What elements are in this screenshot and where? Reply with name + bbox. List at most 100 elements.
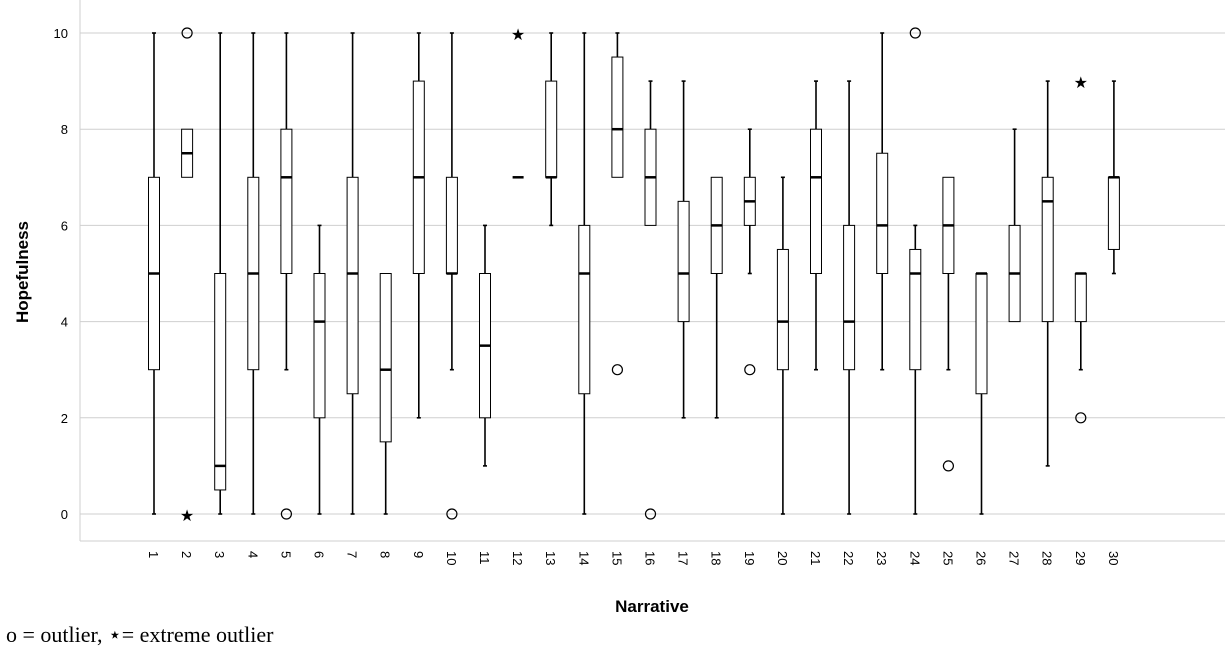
iqr-box xyxy=(545,80,558,178)
x-tick-label-6: 6 xyxy=(312,551,327,558)
outlier-point xyxy=(280,508,292,520)
box-narrative-13 xyxy=(545,32,558,227)
x-tick-label-8: 8 xyxy=(378,551,393,558)
x-tick-label-1: 1 xyxy=(146,551,161,558)
outlier-point xyxy=(942,460,955,472)
iqr-box xyxy=(909,248,922,371)
legend-caption: o = outlier, ⋆= extreme outlier xyxy=(6,622,274,647)
iqr-box xyxy=(611,56,624,178)
box-narrative-5 xyxy=(280,32,293,520)
box-narrative-28 xyxy=(1041,80,1054,467)
box-narrative-11 xyxy=(479,224,491,467)
box-narrative-9 xyxy=(412,32,425,419)
outlier-point xyxy=(744,364,756,376)
iqr-box xyxy=(975,273,988,395)
extreme-outlier-point: ★ xyxy=(511,25,525,44)
y-tick-label-10: 10 xyxy=(54,26,68,41)
box-narrative-15 xyxy=(611,32,624,376)
x-tick-label-28: 28 xyxy=(1040,551,1055,565)
y-tick-label-8: 8 xyxy=(61,122,68,137)
x-tick-label-30: 30 xyxy=(1106,551,1121,565)
iqr-box xyxy=(379,273,392,443)
box-narrative-25 xyxy=(942,176,955,472)
iqr-box xyxy=(346,176,359,395)
y-tick-labels: 0 2 4 6 8 10 xyxy=(54,26,68,522)
x-tick-label-27: 27 xyxy=(1007,551,1022,565)
iqr-box xyxy=(677,200,690,323)
box-narrative-27 xyxy=(1008,128,1021,323)
x-tick-label-13: 13 xyxy=(543,551,558,565)
box-narrative-21 xyxy=(810,80,822,371)
box-narrative-29: ★ xyxy=(1074,73,1088,424)
x-tick-label-21: 21 xyxy=(808,551,823,565)
box-narrative-23 xyxy=(876,32,889,371)
box-narrative-10 xyxy=(445,32,458,520)
x-tick-label-26: 26 xyxy=(974,551,989,565)
box-narrative-17 xyxy=(677,80,690,419)
y-tick-label-6: 6 xyxy=(61,218,68,233)
box-narrative-16 xyxy=(644,80,657,520)
x-tick-label-23: 23 xyxy=(874,551,889,565)
x-tick-label-5: 5 xyxy=(278,551,293,558)
x-tick-label-20: 20 xyxy=(775,551,790,565)
iqr-box xyxy=(445,176,458,274)
box-narrative-1 xyxy=(148,32,160,515)
x-tick-label-17: 17 xyxy=(676,551,691,565)
x-tick-label-19: 19 xyxy=(742,551,757,565)
boxes-layer: ★ ★ ★ xyxy=(148,25,1120,525)
x-tick-label-24: 24 xyxy=(907,551,922,565)
box-narrative-22 xyxy=(843,80,856,515)
iqr-box xyxy=(1041,176,1054,323)
iqr-box xyxy=(810,128,822,274)
y-axis-title: Hopefulness xyxy=(13,221,32,323)
box-narrative-18 xyxy=(710,176,723,419)
box-narrative-4 xyxy=(247,32,260,515)
iqr-box xyxy=(214,273,227,491)
x-tick-label-4: 4 xyxy=(245,551,260,558)
outlier-point xyxy=(446,508,458,520)
outlier-point xyxy=(909,27,921,39)
x-tick-label-15: 15 xyxy=(609,551,624,565)
y-tick-label-0: 0 xyxy=(61,507,68,522)
box-narrative-12: ★ xyxy=(511,25,525,179)
box-narrative-14 xyxy=(578,32,591,515)
box-narrative-7 xyxy=(346,32,359,515)
iqr-box xyxy=(578,224,591,395)
box-narrative-6 xyxy=(313,224,326,515)
y-tick-label-4: 4 xyxy=(61,315,68,330)
outlier-point xyxy=(1075,412,1087,424)
box-narrative-3 xyxy=(214,32,227,515)
iqr-box xyxy=(1074,273,1087,323)
iqr-box xyxy=(843,224,856,371)
outlier-point xyxy=(181,27,193,39)
x-tick-label-2: 2 xyxy=(179,551,194,558)
iqr-box xyxy=(280,128,293,274)
x-tick-label-22: 22 xyxy=(841,551,856,565)
box-narrative-30 xyxy=(1107,80,1120,275)
box-narrative-19 xyxy=(743,128,756,376)
outlier-point xyxy=(611,364,624,376)
outlier-point xyxy=(644,508,657,520)
x-tick-label-10: 10 xyxy=(444,551,459,565)
iqr-box xyxy=(876,152,889,274)
x-tick-label-29: 29 xyxy=(1073,551,1088,565)
extreme-outlier-point: ★ xyxy=(1074,73,1088,92)
x-tick-label-25: 25 xyxy=(940,551,955,565)
iqr-box xyxy=(1107,176,1120,250)
x-tick-label-7: 7 xyxy=(345,551,360,558)
x-tick-label-3: 3 xyxy=(212,551,227,558)
x-tick-label-14: 14 xyxy=(576,551,591,565)
box-narrative-20 xyxy=(776,176,789,515)
x-axis-title: Narrative xyxy=(615,597,689,616)
box-narrative-8 xyxy=(379,273,392,515)
box-narrative-2: ★ xyxy=(180,27,194,525)
x-tick-label-16: 16 xyxy=(643,551,658,565)
x-tick-label-11: 11 xyxy=(477,551,492,565)
x-tick-label-9: 9 xyxy=(411,551,426,558)
box-narrative-24 xyxy=(909,27,922,515)
y-tick-label-2: 2 xyxy=(61,411,68,426)
iqr-box xyxy=(313,273,326,419)
box-narrative-26 xyxy=(975,272,988,515)
x-tick-label-18: 18 xyxy=(709,551,724,565)
